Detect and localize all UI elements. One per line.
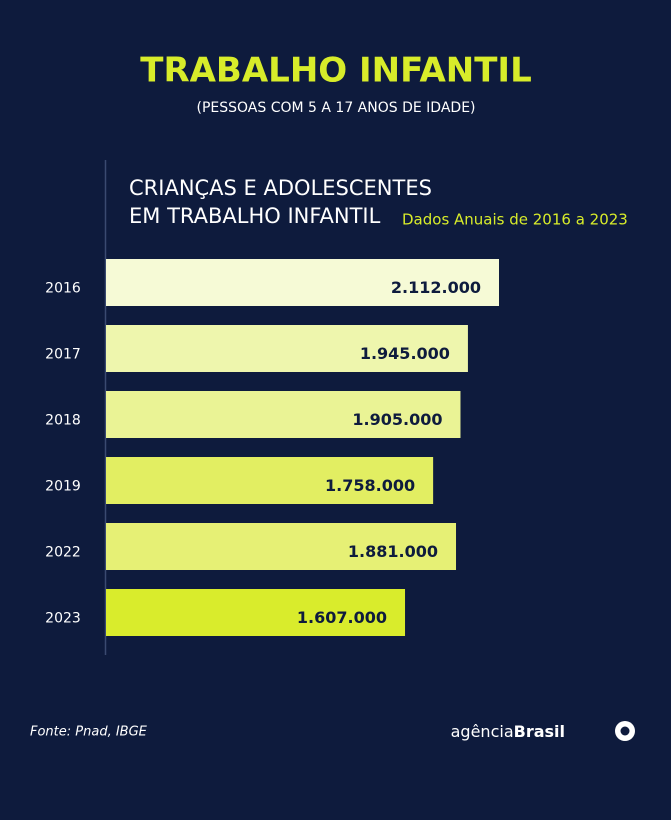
brand-part: agência [451,722,514,741]
data-label: 1.881.000 [348,542,438,561]
data-label: 1.758.000 [325,476,415,495]
data-label: 1.905.000 [352,410,442,429]
chart-heading: EM TRABALHO INFANTIL [129,204,381,228]
bar [106,457,434,504]
chart-title: TRABALHO INFANTIL [140,51,531,91]
bar [106,259,499,306]
source: Fonte: Pnad, IBGE [30,725,148,740]
chart-heading: CRIANÇAS E ADOLESCENTES [129,176,432,200]
y-tick-label: 2023 [45,611,81,627]
data-label: 2.112.000 [391,278,481,297]
y-tick-label: 2016 [45,281,81,297]
chart-subtitle: (PESSOAS COM 5 A 17 ANOS DE IDADE) [197,100,476,116]
y-tick-label: 2018 [45,413,81,429]
bar [106,589,406,636]
data-label: 1.607.000 [297,608,387,627]
y-tick-label: 2022 [45,545,81,561]
brand-logo: agênciaBrasil [451,722,565,741]
bar [106,325,468,372]
data-label: 1.945.000 [360,344,450,363]
y-tick-label: 2019 [45,479,81,495]
brand-icon [615,721,635,741]
y-tick-label: 2017 [45,347,81,363]
brand-part: Brasil [514,722,565,741]
bar [106,391,461,438]
chart-note: Dados Anuais de 2016 a 2023 [402,211,628,229]
bar [106,523,457,570]
